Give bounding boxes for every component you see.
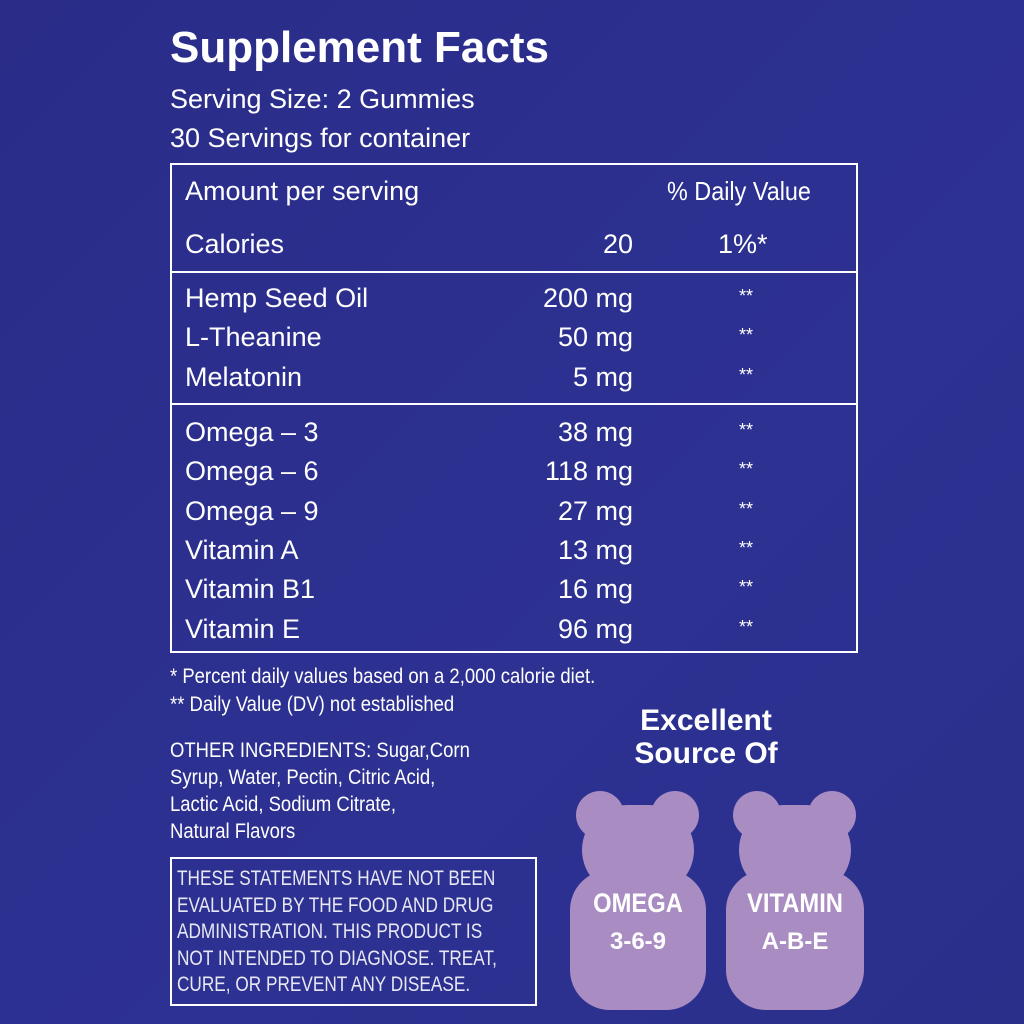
bear-label: 3-6-9	[609, 928, 667, 955]
row-name: Omega – 6	[185, 456, 319, 487]
title: Supplement Facts	[170, 23, 549, 72]
row-amount: 20	[602, 229, 633, 259]
row-dv: **	[739, 286, 754, 306]
badge-title: Excellent	[640, 704, 772, 737]
facts-table	[170, 163, 858, 653]
row-name: Vitamin A	[185, 534, 299, 565]
bear-label: OMEGA	[593, 888, 683, 918]
row-dv: **	[739, 459, 754, 480]
divider	[170, 403, 858, 405]
row-name: L-Theanine	[185, 322, 322, 353]
ingredients: Lactic Acid, Sodium Citrate,	[170, 793, 396, 816]
row-name: Melatonin	[185, 361, 303, 392]
row-dv: **	[739, 577, 754, 598]
row-dv: **	[739, 364, 754, 385]
row-amount: 200 mg	[542, 283, 633, 313]
row-dv: **	[739, 325, 754, 346]
row-amount: 27 mg	[557, 495, 633, 526]
ingredients: OTHER INGREDIENTS: Sugar,Corn	[170, 739, 470, 762]
row-dv: **	[739, 537, 754, 558]
row-amount: 118 mg	[544, 456, 633, 487]
row-amount: 16 mg	[557, 574, 633, 605]
row-name: Calories	[185, 229, 285, 259]
ingredients: Syrup, Water, Pectin, Citric Acid,	[170, 766, 436, 789]
row-amount: 38 mg	[557, 417, 633, 447]
disclaimer: CURE, OR PREVENT ANY DISEASE.	[177, 973, 471, 996]
row-amount: 13 mg	[557, 534, 633, 565]
disclaimer: NOT INTENDED TO DIAGNOSE. TREAT,	[177, 946, 497, 970]
bear-label: VITAMIN	[747, 888, 843, 918]
serving-size: Serving Size: 2 Gummies	[170, 84, 475, 114]
disclaimer: ADMINISTRATION. THIS PRODUCT IS	[177, 920, 483, 943]
row-amount: 5 mg	[572, 361, 633, 392]
footnote: ** Daily Value (DV) not established	[170, 693, 455, 716]
row-name: Vitamin E	[185, 613, 301, 644]
row-name: Omega – 3	[185, 417, 319, 447]
divider	[170, 271, 858, 273]
disclaimer: EVALUATED BY THE FOOD AND DRUG	[177, 893, 494, 917]
dv-label: % Daily Value	[667, 176, 811, 206]
bear-label: A-B-E	[761, 928, 829, 955]
row-dv: **	[739, 420, 754, 440]
footnote: * Percent daily values based on a 2,000 …	[170, 665, 596, 688]
servings: 30 Servings for container	[170, 123, 471, 153]
bear	[726, 791, 864, 1010]
row-amount: 96 mg	[557, 613, 633, 644]
row-name: Hemp Seed Oil	[185, 283, 369, 313]
ingredients: Natural Flavors	[170, 820, 296, 843]
row-dv: 1%*	[718, 229, 768, 259]
amount-label: Amount per serving	[185, 176, 420, 206]
bear	[570, 791, 706, 1010]
row-name: Omega – 9	[185, 495, 319, 526]
row-dv: **	[739, 616, 754, 637]
disclaimer-box	[170, 857, 537, 1006]
disclaimer: THESE STATEMENTS HAVE NOT BEEN	[177, 867, 496, 890]
row-dv: **	[739, 498, 754, 519]
row-amount: 50 mg	[557, 322, 633, 353]
row-name: Vitamin B1	[185, 574, 316, 605]
badge-title: Source Of	[634, 737, 778, 770]
